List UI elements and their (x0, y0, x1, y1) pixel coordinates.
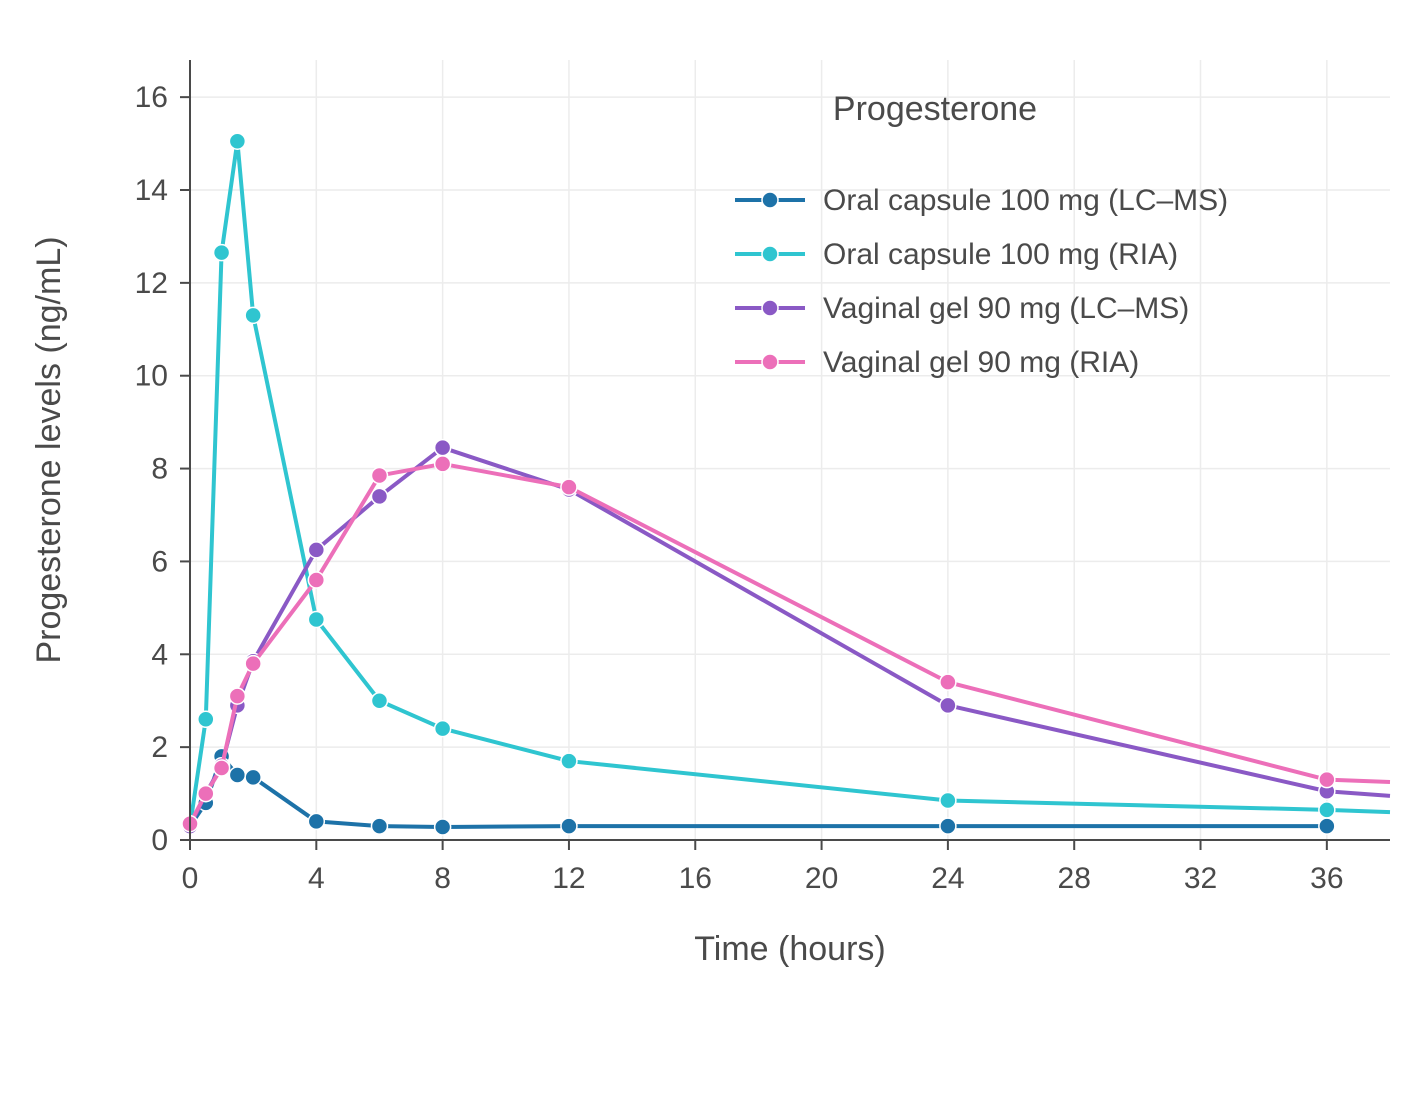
chart-container: 048121620242832360246810121416Time (hour… (0, 0, 1423, 1102)
y-tick-label: 6 (151, 545, 168, 578)
series-marker (308, 572, 324, 588)
series-marker (1319, 772, 1335, 788)
series-marker (245, 656, 261, 672)
series-marker (308, 542, 324, 558)
progesterone-chart: 048121620242832360246810121416Time (hour… (0, 0, 1423, 1102)
series-marker (245, 307, 261, 323)
series-marker (229, 767, 245, 783)
legend-marker-icon (762, 354, 778, 370)
series-marker (308, 611, 324, 627)
legend-item-label: Vaginal gel 90 mg (LC–MS) (823, 292, 1189, 325)
legend-item-label: Oral capsule 100 mg (LC–MS) (823, 184, 1228, 217)
series-marker (561, 479, 577, 495)
series-marker (940, 818, 956, 834)
legend-item-label: Vaginal gel 90 mg (RIA) (823, 346, 1139, 379)
y-tick-label: 14 (135, 174, 168, 207)
series-marker (371, 468, 387, 484)
x-axis-label: Time (hours) (694, 930, 885, 968)
series-marker (229, 133, 245, 149)
series-marker (1319, 802, 1335, 818)
y-tick-label: 2 (151, 731, 168, 764)
series-marker (245, 769, 261, 785)
series-marker (435, 721, 451, 737)
x-tick-label: 24 (931, 862, 964, 895)
series-marker (198, 786, 214, 802)
x-tick-label: 8 (434, 862, 451, 895)
series-marker (371, 488, 387, 504)
series-marker (561, 753, 577, 769)
series-marker (198, 711, 214, 727)
x-tick-label: 36 (1310, 862, 1343, 895)
series-marker (940, 674, 956, 690)
y-tick-label: 16 (135, 81, 168, 114)
legend-title: Progesterone (833, 90, 1037, 128)
x-tick-label: 4 (308, 862, 325, 895)
y-tick-label: 12 (135, 267, 168, 300)
series-marker (214, 245, 230, 261)
series-marker (435, 819, 451, 835)
x-tick-label: 0 (182, 862, 199, 895)
series-marker (940, 697, 956, 713)
y-tick-label: 8 (151, 453, 168, 486)
x-tick-label: 20 (805, 862, 838, 895)
legend-marker-icon (762, 192, 778, 208)
series-marker (371, 818, 387, 834)
legend-item-label: Oral capsule 100 mg (RIA) (823, 238, 1178, 271)
series-marker (1319, 818, 1335, 834)
y-tick-label: 10 (135, 360, 168, 393)
series-marker (308, 813, 324, 829)
series-marker (435, 440, 451, 456)
x-tick-label: 12 (552, 862, 585, 895)
legend-marker-icon (762, 246, 778, 262)
x-tick-label: 28 (1058, 862, 1091, 895)
series-marker (214, 760, 230, 776)
series-marker (435, 456, 451, 472)
x-tick-label: 16 (679, 862, 712, 895)
series-marker (940, 793, 956, 809)
series-marker (561, 818, 577, 834)
x-tick-label: 32 (1184, 862, 1217, 895)
series-marker (229, 688, 245, 704)
legend-marker-icon (762, 300, 778, 316)
y-tick-label: 4 (151, 638, 168, 671)
y-tick-label: 0 (151, 824, 168, 857)
series-marker (371, 693, 387, 709)
y-axis-label: Progesterone levels (ng/mL) (30, 236, 68, 663)
